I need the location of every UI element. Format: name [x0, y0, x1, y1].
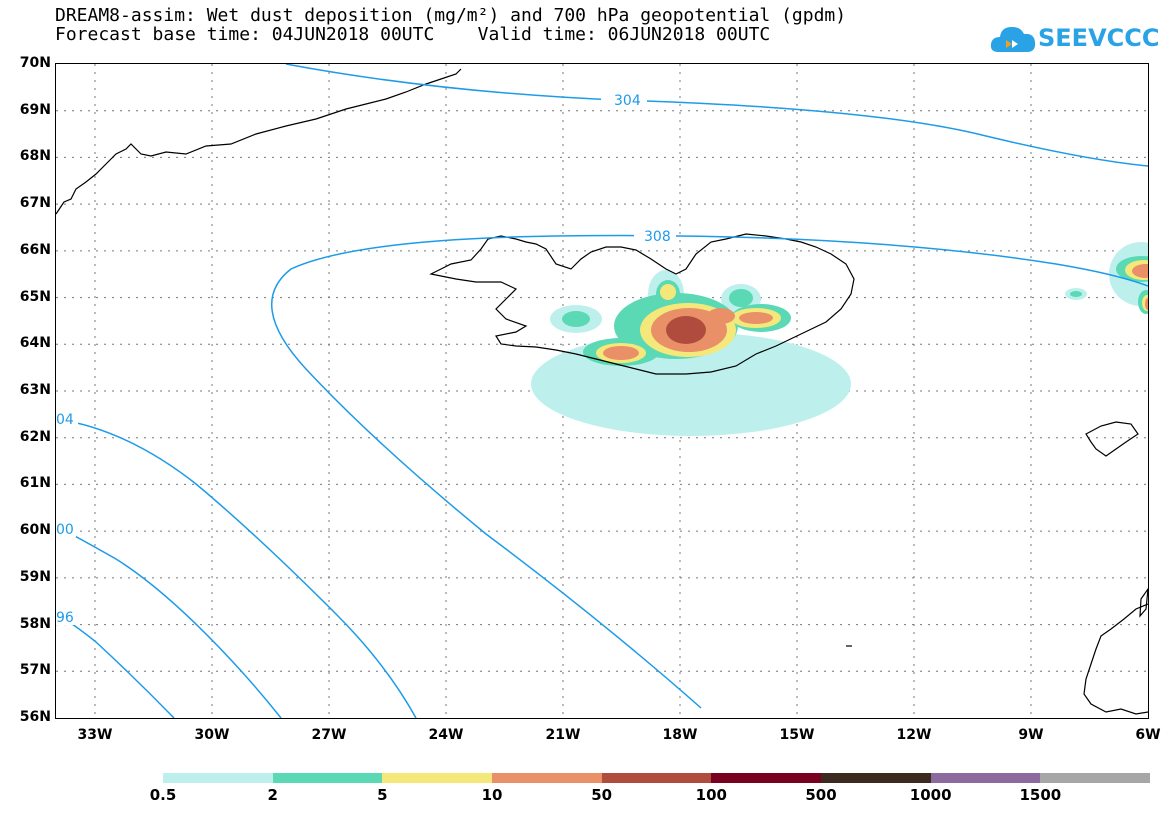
colorbar-segment	[930, 773, 1041, 783]
contour-label-296: 96	[56, 610, 74, 626]
contour-300	[56, 525, 282, 718]
colorbar-segment	[821, 773, 932, 783]
lat-label: 61N	[19, 475, 51, 492]
lat-label: 62N	[19, 428, 51, 445]
lon-label: 6W	[1135, 727, 1161, 743]
colorbar-label: 1000	[909, 786, 952, 804]
lat-label: 58N	[19, 615, 51, 632]
map-title-line1: DREAM8-assim: Wet dust deposition (mg/m²…	[55, 5, 847, 26]
dust-patch-yellow	[660, 284, 676, 300]
dust-patch-orange	[1132, 264, 1148, 278]
lon-label: 33W	[77, 727, 113, 743]
lat-label: 64N	[19, 335, 51, 352]
lat-label: 57N	[19, 662, 51, 679]
contour-304-south	[56, 418, 417, 718]
contour-308	[270, 234, 1148, 709]
faroe-coast	[1085, 421, 1139, 457]
map-frame: 304 308 04 00 96	[55, 63, 1149, 719]
contour-label-304: 304	[614, 93, 641, 109]
map-canvas: 304 308 04 00 96	[56, 64, 1148, 718]
contour-labels: 304 308 04 00 96	[56, 90, 676, 626]
contour-label-308: 308	[644, 229, 671, 245]
lon-label: 30W	[194, 727, 230, 743]
colorbar-segment	[1040, 773, 1151, 783]
colorbar-segment	[163, 773, 274, 783]
coastlines	[56, 68, 1148, 715]
colorbar-label: 50	[591, 786, 613, 804]
lon-label: 9W	[1018, 727, 1044, 743]
contour-304-north	[285, 64, 1148, 167]
colorbar-label: 0.5	[149, 786, 177, 804]
lat-label: 63N	[19, 382, 51, 398]
dust-patch-green	[562, 311, 590, 327]
greenland-coast	[56, 68, 462, 215]
lon-label: 27W	[311, 727, 347, 743]
contour-296	[56, 613, 175, 718]
colorbar-segment	[711, 773, 822, 783]
dust-patch-orange	[1145, 298, 1148, 310]
lon-label: 18W	[662, 727, 698, 743]
lon-label: 12W	[896, 727, 932, 743]
colorbar-segment	[382, 773, 493, 783]
iceland-coast	[429, 233, 855, 375]
colorbar-label: 2	[267, 786, 278, 804]
colorbar-segment	[492, 773, 603, 783]
dust-patch-orange	[739, 312, 773, 324]
shetland-coast	[1139, 587, 1148, 618]
dust-patch-orange	[603, 346, 639, 360]
lat-label: 56N	[19, 709, 51, 725]
lon-label: 15W	[779, 727, 815, 743]
lat-label: 69N	[19, 101, 51, 118]
logo-text: SEEVCCC	[1038, 24, 1160, 52]
scotland-coast	[1083, 603, 1148, 715]
colorbar-label: 1500	[1019, 786, 1062, 804]
lat-label: 70N	[19, 55, 51, 71]
dust-patch-orange	[707, 308, 735, 324]
colorbar-label: 500	[805, 786, 837, 804]
map-title-line2: Forecast base time: 04JUN2018 00UTC Vali…	[55, 24, 771, 45]
colorbar-label: 100	[695, 786, 727, 804]
cloud-icon	[990, 27, 1036, 52]
seevccc-logo: SEEVCCC	[990, 22, 1170, 58]
dust-patch-green	[729, 289, 753, 307]
contour-label-304-west: 04	[56, 412, 74, 428]
lat-label: 67N	[19, 195, 51, 212]
lat-label: 60N	[19, 522, 51, 539]
colorbar-label: 10	[481, 786, 503, 804]
lon-label: 21W	[545, 727, 581, 743]
lat-label: 68N	[19, 148, 51, 165]
colorbar-segment	[601, 773, 712, 783]
contour-label-300: 00	[56, 522, 74, 538]
lat-label: 65N	[19, 288, 51, 305]
dust-patch-green	[1070, 291, 1082, 297]
dust-patch-red	[666, 316, 706, 344]
geopotential-contours	[56, 64, 1148, 718]
colorbar-segment	[272, 773, 383, 783]
lat-label: 59N	[19, 568, 51, 585]
lon-label: 24W	[428, 727, 464, 743]
lat-label: 66N	[19, 241, 51, 258]
dust-deposition-field	[531, 242, 1148, 436]
colorbar-label: 5	[377, 786, 388, 804]
